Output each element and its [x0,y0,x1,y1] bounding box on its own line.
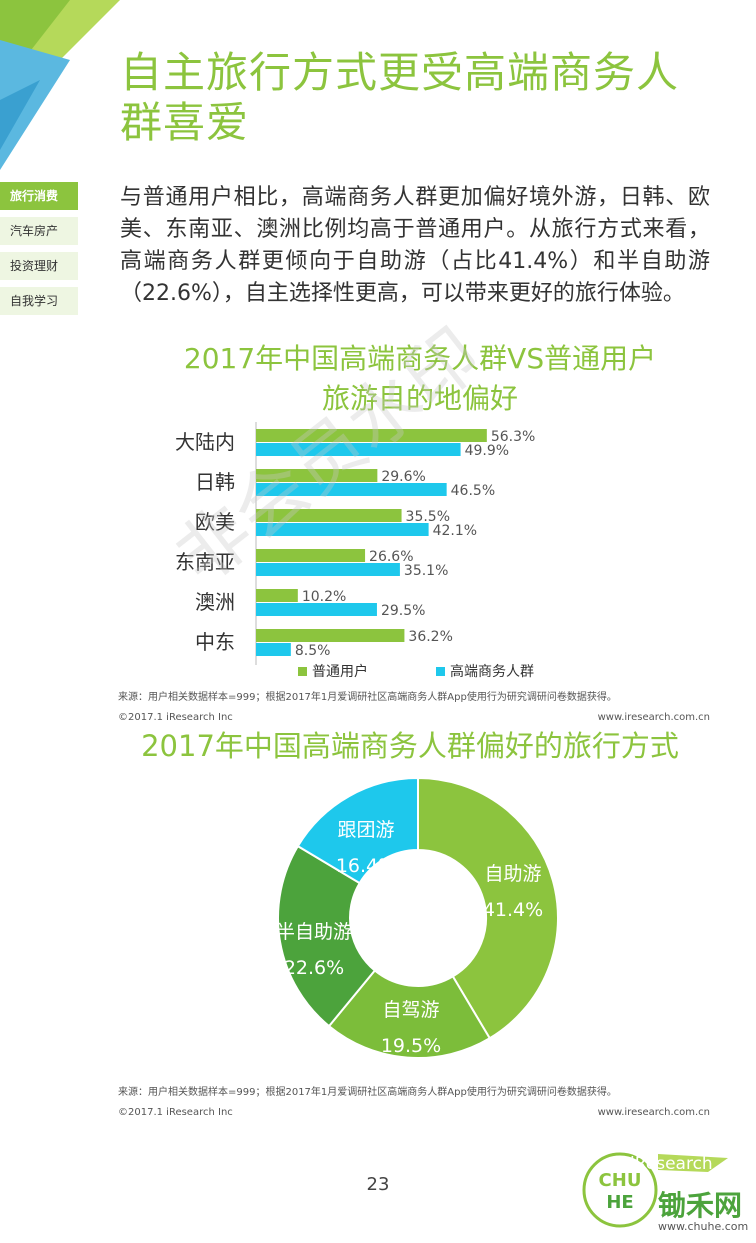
bar-category-label: 欧美 [195,510,235,534]
bar-value-label: 26.6% [369,549,413,565]
bar-business [256,603,377,616]
brand-name: iResearch [630,1154,713,1174]
chart1-copyright: ©2017.1 iResearch Inc [118,712,233,723]
chart2-title: 2017年中国高端商务人群偏好的旅行方式 [141,729,679,763]
bar-business [256,443,461,456]
slice-label: 半自助游 [276,921,352,943]
corner-decoration [0,0,120,170]
legend-swatch [298,667,307,676]
legend-swatch [436,667,445,676]
legend-label: 高端商务人群 [450,663,534,680]
chart2-copyright: ©2017.1 iResearch Inc [118,1107,233,1118]
bar-category-label: 中东 [195,630,235,654]
bar-value-label: 29.5% [381,603,425,619]
chuhe-url: www.chuhe.com [658,1220,749,1233]
page-title: 自主旅行方式更受高端商务人群喜爱 [120,48,680,147]
bar-category-label: 日韩 [195,470,235,494]
bar-value-label: 42.1% [433,523,477,539]
bar-value-label: 35.1% [404,563,448,579]
bar-category-label: 东南亚 [175,550,235,574]
slice-value: 16.4% [336,855,396,877]
slice-label: 自助游 [484,863,541,885]
bar-business [256,523,429,536]
slice-label: 跟团游 [337,819,394,841]
slice-label: 自驾游 [382,999,439,1021]
sidebar-item-auto-realestate[interactable]: 汽车房产 [0,217,78,245]
chuhe-logo-icon: CHU HE [582,1152,728,1228]
bar-regular [256,429,487,442]
legend-label: 普通用户 [312,663,368,680]
bar-category-label: 澳洲 [195,590,235,614]
donut-slice [277,844,377,1028]
chart2-source: 来源：用户相关数据样本=999；根据2017年1月爱调研社区高端商务人群App使… [118,1087,617,1098]
bar-category-label: 大陆内 [175,430,235,454]
chart1-title-line1: 2017年中国高端商务人群VS普通用户 [183,342,657,375]
donut-slice [296,776,419,885]
bar-value-label: 36.2% [408,629,452,645]
chart1-title-line2: 旅游目的地偏好 [321,382,518,415]
bar-business [256,483,447,496]
svg-text:CHU: CHU [599,1170,642,1191]
slice-value: 22.6% [284,957,344,979]
bar-regular [256,549,366,562]
bar-regular [256,589,298,602]
bar-regular [256,469,378,482]
bar-business [256,643,291,656]
intro-paragraph: 与普通用户相比，高端商务人群更加偏好境外游，日韩、欧美、东南亚、澳洲比例均高于普… [120,185,710,306]
bar-value-label: 10.2% [302,589,346,605]
bar-value-label: 49.9% [465,443,509,459]
bar-business [256,563,400,576]
travel-mode-donut-chart: 自助游 41.4% 自驾游 19.5% 半自助游 22.6% 跟团游 16.4% [276,776,559,1059]
bar-value-label: 8.5% [295,643,331,659]
sidebar-item-learning[interactable]: 自我学习 [0,287,78,315]
bar-value-label: 56.3% [491,429,535,445]
bar-regular [256,509,402,522]
slice-value: 41.4% [483,899,543,921]
bar-value-label: 29.6% [381,469,425,485]
chart2-url: www.iresearch.com.cn [597,1107,710,1118]
bar-regular [256,629,405,642]
sidebar-item-travel[interactable]: 旅行消费 [0,182,78,210]
chuhe-text: 锄禾网 [658,1189,743,1222]
svg-text:HE: HE [606,1192,633,1213]
chart1-source: 来源：用户相关数据样本=999；根据2017年1月爱调研社区高端商务人群App使… [118,692,617,703]
sidebar-item-investment[interactable]: 投资理财 [0,252,78,280]
bar-value-label: 46.5% [451,483,495,499]
slice-value: 19.5% [381,1035,441,1057]
destination-bar-chart: 大陆内 56.3%49.9% 日韩 29.6% 46.5% 欧美 35.5%42.1% 东南亚… [175,422,535,680]
donut-slice [417,776,559,1040]
page-number: 23 [366,1174,390,1195]
chart1-url: www.iresearch.com.cn [597,712,710,723]
donut-slice [327,969,492,1059]
bar-value-label: 35.5% [406,509,450,525]
logo-area: CHU HE iResearch 锄禾网 www.chuhe.com [578,1140,756,1239]
